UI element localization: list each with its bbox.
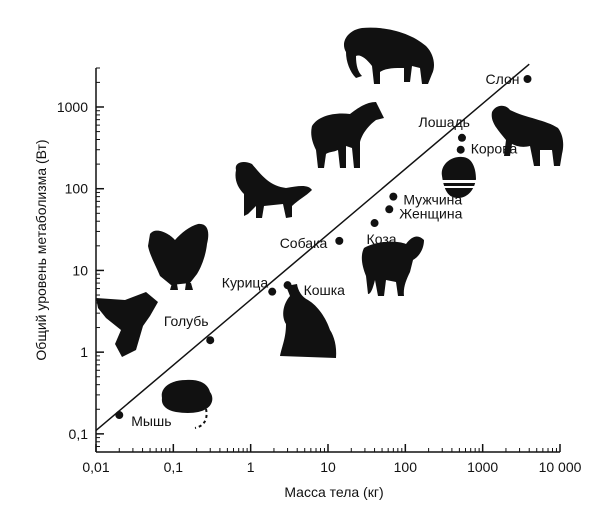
- data-point: [283, 281, 292, 290]
- point-label: Курица: [222, 275, 269, 291]
- point-label: Голубь: [164, 313, 209, 329]
- point-label: Лошадь: [419, 114, 470, 130]
- data-point: [370, 219, 379, 228]
- x-tick-label: 10 000: [539, 459, 582, 475]
- horse-icon: [311, 102, 384, 168]
- point-label: Собака: [280, 235, 328, 251]
- elephant-icon: [343, 27, 434, 84]
- cat-icon: [280, 284, 337, 358]
- y-tick-label: 0,1: [69, 426, 89, 442]
- x-tick-label: 1000: [467, 459, 498, 475]
- y-tick-label: 10: [72, 262, 88, 278]
- point-label: Мышь: [131, 413, 171, 429]
- goat-icon: [361, 236, 424, 296]
- point-label: Женщина: [399, 205, 462, 221]
- x-tick-label: 10: [320, 459, 336, 475]
- x-tick-label: 1: [247, 459, 255, 475]
- point-label: Корова: [471, 141, 518, 157]
- point-label: Слон: [486, 71, 520, 87]
- data-point: [523, 75, 532, 84]
- axes: 0,01 0,1 1 10 100 1000 10 000 0,1 1 10 100 1000 Масс…: [33, 67, 582, 500]
- data-point: [206, 336, 215, 345]
- data-point: [335, 236, 344, 245]
- data-point: [389, 192, 398, 201]
- cow-icon: [491, 105, 564, 166]
- x-axis-title: Масса тела (кг): [284, 484, 383, 500]
- y-tick-label: 1: [80, 344, 88, 360]
- mouse-icon: [161, 379, 213, 429]
- y-tick-label: 1000: [57, 99, 88, 115]
- x-tick-label: 100: [394, 459, 418, 475]
- data-point: [115, 411, 124, 420]
- data-point: [457, 133, 466, 142]
- y-axis-title: Общий уровень метаболизма (Вт): [33, 139, 49, 360]
- dog-icon: [235, 162, 312, 218]
- y-tick-label: 100: [65, 181, 89, 197]
- data-point: [385, 205, 394, 214]
- chart-marks: Мышь Голубь Курица Кошка Собака КозаЖенщинаМу…: [95, 63, 532, 432]
- point-label: Кошка: [304, 282, 346, 298]
- data-point: [456, 145, 465, 154]
- animal-silhouettes: [96, 27, 564, 429]
- human-icon: [439, 156, 477, 198]
- x-tick-label: 0,01: [82, 459, 109, 475]
- point-label: Коза: [367, 231, 397, 247]
- point-label: Мужчина: [403, 192, 462, 208]
- data-point: [268, 287, 277, 296]
- pigeon-icon: [96, 292, 158, 357]
- chicken-icon: [148, 223, 209, 290]
- x-tick-label: 0,1: [164, 459, 184, 475]
- regression-line: [95, 63, 530, 432]
